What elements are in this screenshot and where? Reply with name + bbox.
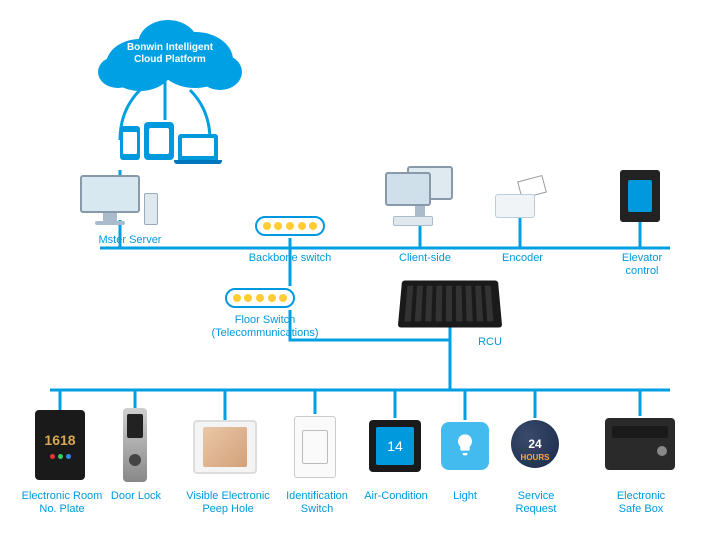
- cloud-line2: Cloud Platform: [118, 54, 222, 66]
- service-request: 24 HOURS: [511, 420, 559, 468]
- mobile-devices: [120, 122, 218, 160]
- peep-hole-label: Visible Electronic Peep Hole: [178, 490, 278, 516]
- client-side-label: Client-side: [390, 252, 460, 265]
- tablet-icon: [144, 122, 174, 160]
- backbone-switch: [255, 216, 325, 236]
- identification-switch: [294, 416, 336, 478]
- cloud-label: Bonwin Intelligent Cloud Platform: [118, 42, 222, 66]
- door-lock-label: Door Lock: [108, 490, 164, 503]
- identification-switch-label: Identification Switch: [278, 490, 356, 516]
- encoder-label: Encoder: [495, 252, 550, 265]
- phone-icon: [120, 126, 140, 160]
- rcu: [400, 278, 500, 328]
- light-label: Light: [445, 490, 485, 503]
- rcu-label: RCU: [470, 336, 510, 349]
- light: [441, 422, 489, 470]
- ac-temp: 14: [376, 427, 414, 465]
- service-number: 24: [528, 437, 541, 451]
- safe-box: [605, 418, 675, 470]
- elevator-control-label: Elevator control: [610, 252, 674, 278]
- room-plate-number: 1618: [44, 432, 75, 448]
- room-plate: 1618: [35, 410, 85, 480]
- service-hours: HOURS: [521, 453, 550, 462]
- laptop-icon: [178, 134, 218, 160]
- master-server-label: Mster Server: [90, 234, 170, 247]
- cloud-line1: Bonwin Intelligent: [118, 42, 222, 54]
- backbone-switch-label: Backbone switch: [240, 252, 340, 265]
- peep-hole: [193, 420, 257, 474]
- master-server: [80, 175, 140, 225]
- service-request-label: Service Request: [508, 490, 564, 516]
- safe-box-label: Electronic Safe Box: [608, 490, 674, 516]
- client-side: [385, 166, 455, 226]
- floor-switch-label: Floor Switch (Telecommunications): [200, 314, 330, 340]
- encoder: [495, 178, 545, 218]
- door-lock: [123, 408, 147, 482]
- elevator-control: [620, 170, 660, 222]
- room-plate-label: Electronic Room No. Plate: [14, 490, 110, 516]
- air-condition: 14: [369, 420, 421, 472]
- floor-switch: [225, 288, 295, 308]
- air-condition-label: Air-Condition: [358, 490, 434, 503]
